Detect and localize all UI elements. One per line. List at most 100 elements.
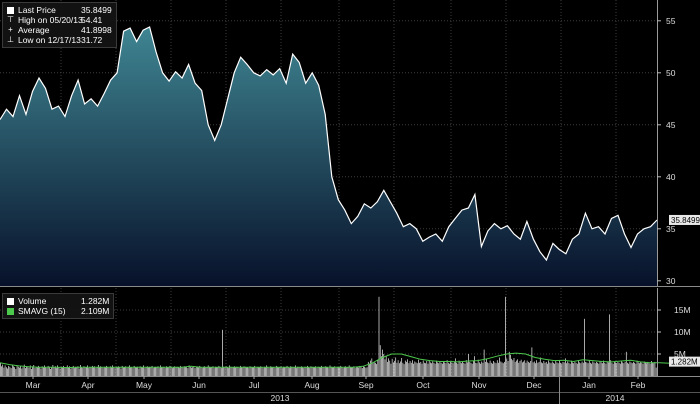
volume-bar — [56, 368, 57, 376]
volume-bar — [585, 361, 586, 376]
volume-bar — [83, 366, 85, 376]
volume-bar — [127, 366, 129, 376]
volume-bar — [354, 368, 356, 376]
volume-bar — [238, 368, 240, 376]
volume-bar — [15, 369, 17, 376]
volume-bar — [46, 368, 48, 376]
volume-bar — [310, 366, 312, 376]
volume-bar — [249, 366, 251, 376]
volume-bar — [634, 362, 635, 376]
volume-bar — [412, 360, 413, 376]
volume-bar — [217, 367, 219, 376]
volume-bar — [379, 345, 381, 376]
volume-bar — [40, 368, 42, 376]
x-tick-label-jun: Jun — [192, 380, 206, 390]
volume-bar — [628, 363, 629, 376]
volume-bar — [180, 365, 182, 376]
volume-bar — [283, 366, 284, 376]
volume-bar — [44, 365, 45, 376]
volume-bar — [366, 367, 368, 376]
last-price-tag-label: 35.8499 — [671, 216, 700, 225]
volume-bar — [608, 362, 609, 376]
volume-bar — [394, 361, 395, 376]
volume-bar — [47, 365, 49, 376]
volume-bar — [566, 363, 567, 376]
volume-bar — [569, 363, 571, 376]
volume-bar — [655, 367, 657, 376]
volume-bar — [139, 366, 141, 376]
volume-bar — [629, 361, 631, 376]
x-tick-label-jan: Jan — [582, 380, 596, 390]
volume-bar — [211, 367, 213, 376]
volume-bar — [284, 367, 285, 376]
volume-bar — [342, 368, 344, 376]
volume-bar — [296, 368, 297, 376]
volume-bar — [353, 366, 355, 376]
volume-bar — [519, 361, 521, 376]
volume-bar — [224, 367, 226, 376]
volume-bar — [518, 362, 520, 376]
volume-bar — [522, 362, 523, 376]
volume-bar — [578, 361, 579, 376]
volume-bar — [652, 362, 653, 376]
volume-bar — [286, 365, 288, 376]
volume-bar — [426, 361, 428, 376]
legend-row-last-price: Last Price 35.8499 — [7, 5, 112, 15]
volume-bar — [222, 329, 223, 376]
volume-bar — [183, 366, 185, 376]
volume-bar — [16, 365, 18, 376]
volume-bar — [119, 367, 121, 376]
legend-row-volume: Volume 1.282M — [7, 296, 109, 306]
volume-bar — [617, 361, 619, 376]
volume-bar — [602, 363, 603, 376]
volume-bar — [576, 363, 578, 376]
volume-bar — [414, 361, 416, 376]
volume-bar — [557, 363, 559, 376]
volume-bar — [470, 362, 472, 376]
volume-bar — [457, 363, 459, 376]
volume-bar — [115, 366, 117, 376]
volume-bar — [271, 366, 272, 376]
price-tick-label-35: 35 — [666, 224, 676, 234]
volume-bar — [562, 361, 564, 376]
volume-bar — [198, 367, 199, 376]
volume-bar — [113, 367, 115, 376]
volume-bar — [391, 358, 393, 376]
volume-bar — [38, 365, 39, 376]
volume-bar — [418, 359, 419, 376]
legend-swatch-volume — [7, 297, 14, 305]
volume-bar — [376, 364, 377, 376]
volume-bar — [64, 368, 66, 376]
volume-bar — [407, 359, 408, 376]
volume-bar — [318, 367, 320, 376]
volume-bar — [160, 365, 161, 376]
volume-bar — [201, 368, 203, 376]
volume-bar — [298, 367, 300, 376]
volume-bar — [539, 357, 541, 376]
volume-bar — [213, 368, 215, 376]
volume-bar — [132, 368, 134, 376]
volume-bar — [359, 365, 361, 376]
volume-bar — [31, 369, 32, 376]
volume-bar — [297, 366, 299, 376]
volume-bar — [152, 368, 154, 376]
volume-bar — [529, 362, 530, 376]
volume-bar — [232, 367, 234, 376]
volume-bar — [173, 367, 174, 376]
volume-bar — [584, 318, 585, 376]
legend-low-label: Low on 12/17/13 — [17, 35, 81, 45]
volume-bar — [302, 367, 303, 376]
volume-bar — [570, 360, 572, 376]
volume-bar — [129, 365, 130, 376]
volume-bar — [548, 360, 549, 376]
legend-high-value: 54.41 — [81, 15, 103, 25]
volume-bar — [105, 367, 106, 376]
volume-bar — [401, 358, 403, 376]
volume-bar — [26, 366, 27, 376]
volume-bar — [527, 361, 529, 376]
volume-bar — [78, 368, 80, 376]
volume-bar — [463, 362, 465, 376]
volume-bar — [406, 361, 407, 376]
volume-bar — [486, 358, 487, 376]
volume-bar — [422, 360, 424, 376]
